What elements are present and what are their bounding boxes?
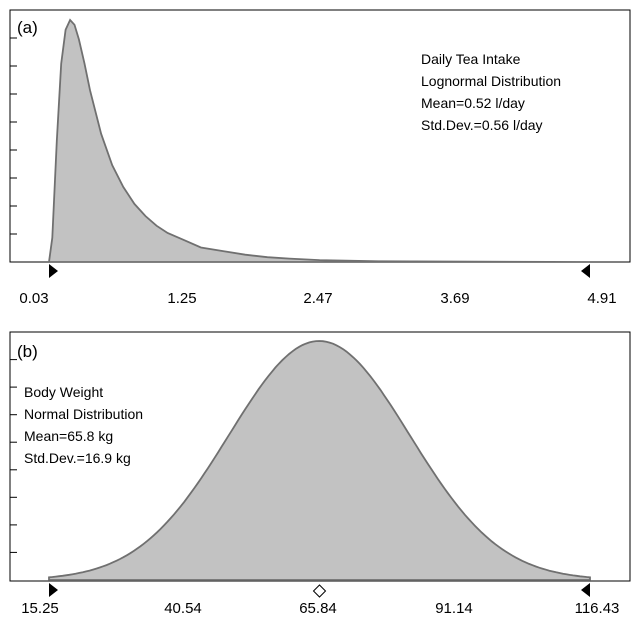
panel-a-annotation-line-3: Mean=0.52 l/day — [421, 95, 525, 111]
panel-b-x-tick-label: 65.84 — [299, 600, 337, 617]
panel-b-min-marker — [49, 583, 58, 597]
panel-b-annotation-line-2: Normal Distribution — [24, 406, 143, 422]
panel-b-annotation-line-3: Mean=65.8 kg — [24, 428, 113, 444]
panel-a-annotation-line-1: Daily Tea Intake — [421, 51, 521, 67]
panel-a: (a) Daily Tea Intake Lognormal Distribut… — [9, 9, 631, 307]
panel-a-label: (a) — [17, 18, 38, 37]
panel-b: (b) Body Weight Normal Distribution Mean… — [9, 331, 631, 617]
panel-a-x-tick-label: 1.25 — [167, 290, 196, 307]
panel-a-y-ticks — [10, 37, 17, 235]
panel-a-max-marker — [581, 264, 590, 278]
panel-a-x-tick-label: 3.69 — [440, 290, 469, 307]
panel-b-distribution-area — [48, 340, 591, 581]
panel-b-annotation-line-1: Body Weight — [24, 384, 103, 400]
panel-b-y-ticks — [10, 359, 17, 553]
panel-b-x-tick-label: 15.25 — [21, 600, 59, 617]
panel-a-x-tick-label: 0.03 — [19, 290, 48, 307]
panel-a-x-tick-label: 4.91 — [587, 290, 616, 307]
panel-a-annotation-line-2: Lognormal Distribution — [421, 73, 561, 89]
panel-a-x-tick-label: 2.47 — [303, 290, 332, 307]
panel-b-annotation-line-4: Std.Dev.=16.9 kg — [24, 450, 131, 466]
panel-b-x-tick-label: 116.43 — [575, 600, 620, 617]
panel-a-min-marker — [49, 264, 58, 278]
panel-b-label: (b) — [17, 342, 38, 361]
panel-b-x-tick-label: 40.54 — [164, 600, 202, 617]
panel-a-distribution-area — [47, 18, 591, 263]
panel-b-max-marker — [581, 583, 590, 597]
panel-b-mean-marker — [312, 584, 327, 598]
panel-a-annotation-line-4: Std.Dev.=0.56 l/day — [421, 117, 543, 133]
panel-b-x-tick-label: 91.14 — [435, 600, 473, 617]
